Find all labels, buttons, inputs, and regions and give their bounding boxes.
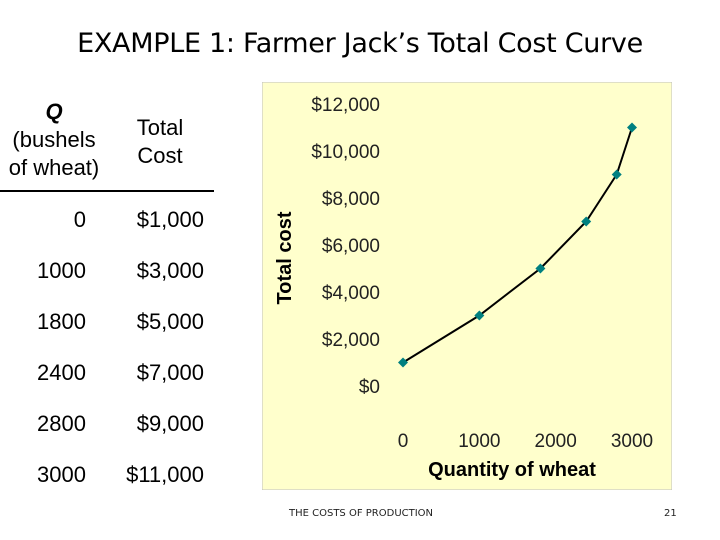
data-point-marker <box>535 263 546 274</box>
table-cell-quantity: 0 <box>73 207 86 232</box>
y-tick-label: $8,000 <box>322 189 380 210</box>
total-cost-line <box>402 127 633 364</box>
table-cell-quantity: 1800 <box>37 309 86 334</box>
q-column-header: Q (bushels of wheat) <box>0 98 108 182</box>
table-cell-total-cost: $3,000 <box>136 258 204 283</box>
x-axis-label: Quantity of wheat <box>428 459 596 481</box>
data-point-marker <box>611 169 622 180</box>
table-cell-total-cost: $11,000 <box>126 462 204 487</box>
slide-title: EXAMPLE 1: Farmer Jack’s Total Cost Curv… <box>77 28 643 59</box>
y-tick-label: $10,000 <box>311 142 380 163</box>
tc-header-line2: Cost <box>137 143 183 168</box>
data-point-marker <box>398 357 408 368</box>
table-cell-quantity: 2800 <box>37 411 86 436</box>
q-header-unit-line2: of wheat) <box>8 155 100 180</box>
table-cell-quantity: 3000 <box>37 462 86 487</box>
chart-svg: $0 $2,000 $4,000 $6,000 $8,000 $10,000 $12,000… <box>261 81 673 491</box>
table-cell-quantity: 2400 <box>37 360 86 385</box>
footer-text: THE COSTS OF PRODUCTION <box>289 508 434 519</box>
x-tick-label: 2000 <box>535 431 577 452</box>
table-cell-quantity: 1000 <box>37 258 86 283</box>
table-header-rule <box>0 190 214 192</box>
data-point-marker <box>627 122 637 133</box>
data-point-marker <box>581 216 592 227</box>
table-cell-total-cost: $5,000 <box>136 309 204 334</box>
y-tick-label: $6,000 <box>322 236 380 257</box>
tc-header-line1: Total <box>136 115 184 140</box>
total-cost-chart: $0 $2,000 $4,000 $6,000 $8,000 $10,000 $12,000… <box>261 81 673 491</box>
x-tick-label: 0 <box>398 431 409 452</box>
table-cell-total-cost: $1,000 <box>136 207 204 232</box>
x-tick-label: 3000 <box>611 431 653 452</box>
table-cell-total-cost: $9,000 <box>136 411 204 436</box>
page-number: 21 <box>664 508 677 519</box>
data-markers <box>398 122 637 368</box>
y-tick-label: $4,000 <box>322 283 380 304</box>
x-tick-label: 1000 <box>458 431 500 452</box>
y-axis-label: Total cost <box>274 211 296 304</box>
y-tick-label: $0 <box>359 377 380 398</box>
total-cost-column-header: Total Cost <box>112 114 208 170</box>
y-tick-label: $2,000 <box>322 330 380 351</box>
y-tick-label: $12,000 <box>311 95 380 116</box>
x-axis-ticks: 0 1000 2000 3000 <box>398 431 653 452</box>
q-header-letter: Q <box>45 99 63 124</box>
data-point-marker <box>474 310 485 321</box>
table-cell-total-cost: $7,000 <box>136 360 204 385</box>
q-header-unit-line1: (bushels <box>12 127 96 152</box>
y-axis-ticks: $0 $2,000 $4,000 $6,000 $8,000 $10,000 $12,000 <box>311 95 380 398</box>
